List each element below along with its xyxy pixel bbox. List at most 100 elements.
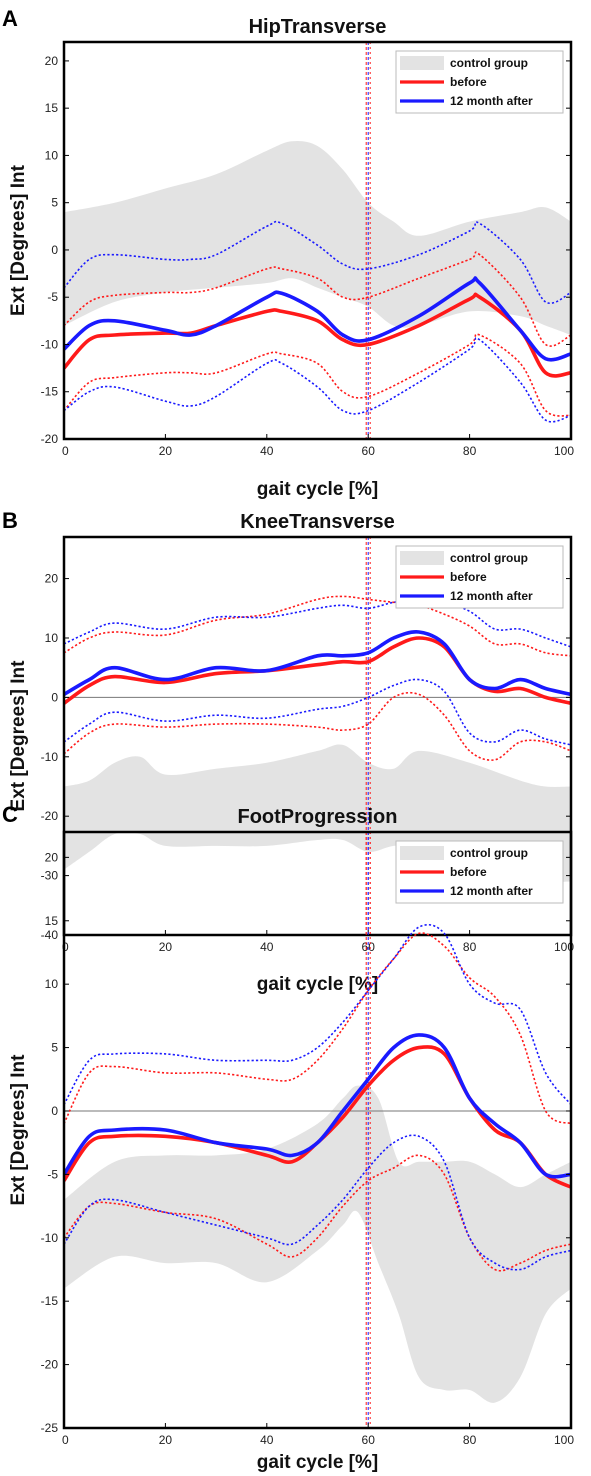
series-12-month-after-mean — [64, 630, 571, 697]
series-12-month-after-lower-sd — [64, 337, 571, 423]
y-tick-label: -20 — [41, 432, 59, 446]
y-tick-label: 20 — [45, 54, 59, 68]
y-tick-label: 20 — [45, 850, 59, 864]
series-before — [64, 251, 571, 417]
plot-area — [64, 42, 571, 439]
series-12-month-after-upper-sd — [64, 220, 571, 304]
control-group-band — [64, 141, 571, 335]
y-axis: -20 -15 -10 -5 0 5 10 15 20 — [41, 54, 571, 446]
panel-letter: B — [2, 508, 18, 533]
y-tick-label: -15 — [41, 385, 59, 399]
y-tick-label: -10 — [41, 1231, 59, 1245]
x-tick-label: 20 — [159, 444, 173, 458]
toe-off-marker — [365, 832, 371, 1428]
plot-frame — [62, 830, 573, 1430]
legend-swatch-control-group — [400, 56, 444, 70]
legend-label: 12 month after — [450, 94, 533, 108]
series-before-upper-sd — [64, 251, 571, 347]
y-tick-label: -10 — [41, 337, 59, 351]
series-before-mean — [64, 1045, 571, 1189]
toe-off-marker — [365, 42, 371, 439]
legend-swatch-control-group — [400, 551, 444, 565]
plot-area — [64, 832, 571, 1428]
x-tick-label: 100 — [554, 940, 574, 954]
plot-frame — [62, 535, 573, 937]
chart-panel-a: A HipTransverse -20 -15 -10 -5 0 5 10 15 20 0 20 40 60… — [2, 6, 574, 500]
y-tick-label: -25 — [41, 1421, 59, 1435]
x-tick-label: 60 — [362, 1433, 376, 1447]
legend: control group before 12 month after — [395, 50, 564, 114]
legend-label: before — [450, 570, 487, 584]
x-axis: 0 20 40 60 80 100 — [62, 1423, 574, 1447]
y-tick-label: 15 — [45, 101, 59, 115]
y-tick-label: -10 — [41, 750, 59, 764]
y-axis-label: Ext [Degrees] Int — [8, 660, 29, 812]
y-tick-label: 0 — [51, 690, 58, 704]
y-axis: -40 -30 -20 -10 0 10 20 — [41, 572, 571, 942]
x-tick-label: 40 — [260, 444, 274, 458]
y-tick-label: 20 — [45, 572, 59, 586]
y-tick-label: -15 — [41, 1294, 59, 1308]
panel-letter: A — [2, 6, 18, 31]
x-tick-label: 20 — [159, 940, 173, 954]
x-axis: 0 20 40 60 80 100 — [62, 434, 574, 458]
y-tick-label: 0 — [51, 243, 58, 257]
series-before-upper-sd — [64, 595, 571, 657]
y-tick-label: 5 — [51, 196, 58, 210]
x-tick-label: 100 — [554, 1433, 574, 1447]
y-tick-label: -5 — [47, 1167, 58, 1181]
y-tick-label: 10 — [45, 148, 59, 162]
series-12-month-after-upper-sd — [64, 598, 571, 648]
series-12-month-after-lower-sd — [64, 678, 571, 746]
chart-title: KneeTransverse — [240, 511, 395, 533]
y-tick-label: 15 — [45, 914, 59, 928]
legend: control group before 12 month after — [395, 545, 564, 609]
series-before — [64, 595, 571, 761]
series-12-month-after — [64, 220, 571, 423]
series-before-lower-sd — [64, 1154, 571, 1272]
series-before-upper-sd — [64, 932, 571, 1125]
y-tick-label: -40 — [41, 928, 59, 942]
x-tick-label: 40 — [260, 940, 274, 954]
chart-title: HipTransverse — [249, 16, 387, 38]
legend-label: 12 month after — [450, 589, 533, 603]
chart-title: FootProgression — [237, 806, 397, 828]
legend-label: 12 month after — [450, 884, 533, 898]
legend-label: control group — [450, 56, 528, 70]
x-tick-label: 80 — [463, 940, 477, 954]
series-12-month-after — [64, 598, 571, 746]
x-tick-label: 0 — [62, 444, 69, 458]
x-axis: 0 20 40 60 80 100 — [62, 930, 574, 954]
legend-label: control group — [450, 846, 528, 860]
y-axis: -25 -20 -15 -10 -5 0 5 10 15 20 — [41, 850, 571, 1435]
x-tick-label: 80 — [463, 444, 477, 458]
x-axis-label: gait cycle [%] — [257, 479, 378, 500]
series-12-month-after — [64, 923, 571, 1271]
series-before-mean — [64, 636, 571, 706]
x-tick-label: 100 — [554, 444, 574, 458]
y-tick-label: 10 — [45, 631, 59, 645]
toe-off-marker — [365, 537, 371, 935]
legend: control group before 12 month after — [395, 840, 564, 904]
y-tick-label: 5 — [51, 1041, 58, 1055]
y-tick-label: -5 — [47, 290, 58, 304]
series-before-mean — [64, 292, 571, 378]
series-12-month-after-mean — [64, 276, 571, 362]
series-before — [64, 932, 571, 1272]
legend-label: before — [450, 75, 487, 89]
x-axis-label: gait cycle [%] — [257, 974, 378, 995]
plot-frame — [62, 40, 573, 441]
panel-letter: C — [2, 802, 18, 827]
y-tick-label: -30 — [41, 869, 59, 883]
series-before-lower-sd — [64, 333, 571, 417]
y-tick-label: 0 — [51, 1104, 58, 1118]
series-12-month-after-mean — [64, 1033, 571, 1179]
x-tick-label: 40 — [260, 1433, 274, 1447]
y-tick-label: -20 — [41, 1358, 59, 1372]
y-axis-label: Ext [Degrees] Int — [8, 164, 29, 316]
control-group-band — [64, 1085, 571, 1403]
x-tick-label: 60 — [362, 444, 376, 458]
x-tick-label: 20 — [159, 1433, 173, 1447]
